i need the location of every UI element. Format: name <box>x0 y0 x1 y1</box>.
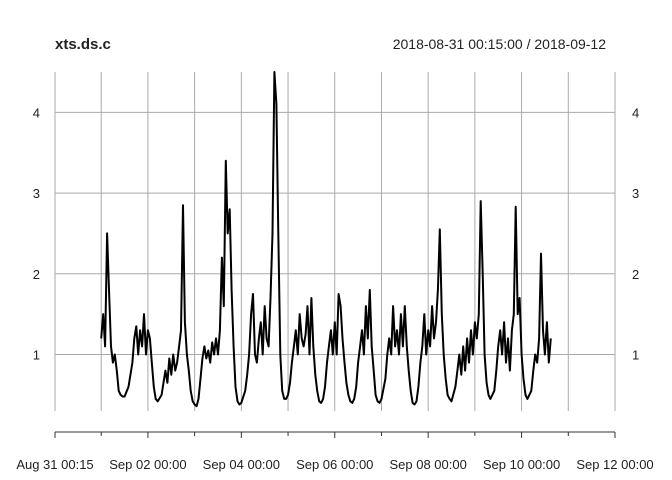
y-axis-right: 1 2 3 4 <box>632 105 639 362</box>
x-tick-label: Sep 08 00:00 <box>389 457 466 472</box>
series-line <box>100 71 552 408</box>
y-tick-label-right: 4 <box>632 105 639 120</box>
x-tick-label: Sep 02 00:00 <box>109 457 186 472</box>
x-tick-label: Sep 06 00:00 <box>296 457 373 472</box>
y-tick-label-left: 4 <box>33 105 40 120</box>
chart-subtitle: 2018-08-31 00:15:00 / 2018-09-12 <box>393 36 606 52</box>
chart-title: xts.ds.c <box>55 36 111 53</box>
y-tick-label-left: 1 <box>33 348 40 363</box>
x-tick-label: Sep 12 00:00 <box>576 457 653 472</box>
x-axis: Aug 31 00:15 Sep 02 00:00 Sep 04 00:00 Sep … <box>16 431 654 472</box>
y-tick-label-right: 1 <box>632 348 639 363</box>
y-tick-label-left: 2 <box>33 267 40 282</box>
series-group <box>100 71 552 408</box>
grid <box>54 72 616 411</box>
x-tick-label: Aug 31 00:15 <box>16 457 93 472</box>
x-tick-label: Sep 04 00:00 <box>203 457 280 472</box>
y-tick-label-right: 2 <box>632 267 639 282</box>
y-axis-left: 1 2 3 4 <box>33 105 40 362</box>
x-tick-label: Sep 10 00:00 <box>483 457 560 472</box>
y-tick-label-left: 3 <box>33 186 40 201</box>
y-tick-label-right: 3 <box>632 186 639 201</box>
